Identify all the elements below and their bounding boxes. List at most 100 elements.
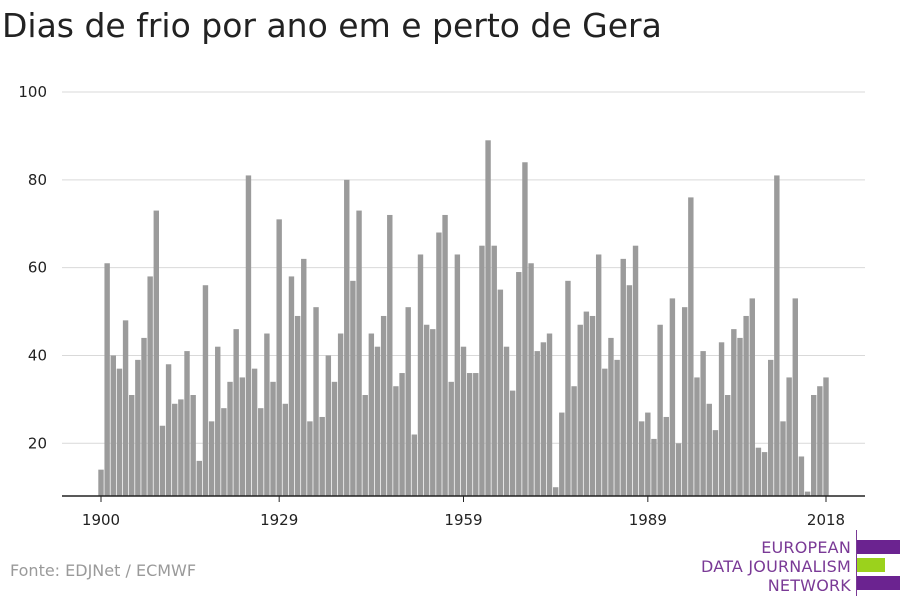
y-tick-label-100: 100	[18, 83, 47, 101]
bar-1942	[356, 210, 362, 496]
bar-1916	[196, 460, 203, 496]
bar-1990	[651, 438, 657, 496]
bar-1923	[239, 377, 246, 496]
bar-2018	[823, 377, 829, 496]
bar-1940	[344, 179, 350, 496]
bar-1951	[411, 434, 418, 496]
bar-2013	[792, 298, 798, 496]
bar-1930	[282, 403, 289, 496]
bar-1993	[669, 298, 676, 496]
source-note: Fonte: EDJNet / ECMWF	[10, 561, 197, 580]
bar-1938	[331, 381, 338, 496]
bar-1957	[448, 381, 454, 496]
bar-1910	[159, 425, 166, 496]
bar-1981	[595, 254, 602, 496]
bar-1979	[583, 311, 590, 496]
bar-1988	[638, 421, 645, 496]
bar-1955	[436, 232, 442, 496]
chart-title: Dias de frio por ano em e perto de Gera	[2, 6, 662, 45]
logo-bar-purple-bottom	[857, 576, 900, 590]
bar-2004	[737, 337, 743, 496]
x-tick-label-2018: 2018	[807, 511, 845, 529]
bar-1900	[98, 469, 104, 496]
bar-1975	[559, 412, 565, 496]
bar-1933	[301, 258, 307, 496]
bar-1946	[380, 315, 387, 496]
bar-2011	[780, 421, 786, 496]
bar-1987	[632, 245, 639, 496]
bar-1914	[184, 351, 190, 496]
bar-1934	[307, 421, 313, 496]
bar-1918	[208, 421, 215, 496]
x-tick-labels: 1900 1929 1959 1989 2018	[82, 511, 845, 529]
bar-1926	[258, 408, 264, 496]
bar-1905	[129, 395, 135, 496]
bar-1911	[165, 364, 172, 496]
bar-1954	[430, 329, 436, 496]
bar-1961	[473, 373, 479, 496]
bar-1984	[614, 359, 620, 496]
bar-1909	[153, 210, 159, 496]
bar-1949	[399, 373, 405, 496]
y-tick-label-20: 20	[28, 434, 47, 452]
bar-1907	[141, 337, 147, 496]
bar-1995	[681, 307, 688, 496]
bar-1977	[571, 386, 577, 496]
bar-1994	[675, 443, 682, 496]
bar-1973	[546, 333, 553, 496]
bar-1917	[202, 285, 209, 496]
bar-1915	[190, 395, 196, 496]
bar-1968	[516, 272, 522, 496]
logo-line-1: EUROPEAN	[761, 538, 851, 557]
bar-1944	[368, 333, 375, 496]
bar-1906	[135, 359, 141, 496]
bar-1902	[110, 355, 116, 496]
bar-1943	[362, 395, 368, 496]
bar-1929	[276, 219, 282, 496]
bar-2006	[749, 298, 755, 496]
bar-1924	[245, 175, 252, 496]
bar-1925	[251, 368, 258, 496]
logo-line-2: DATA JOURNALISM	[701, 557, 851, 576]
bars	[98, 140, 829, 497]
bar-1976	[565, 280, 571, 496]
x-tick-label-1929: 1929	[260, 511, 298, 529]
bar-1908	[147, 276, 153, 496]
logo-line-3: NETWORK	[767, 576, 851, 595]
logo-bar-green	[857, 558, 885, 572]
bar-1913	[178, 399, 184, 496]
bar-1963	[485, 140, 491, 497]
bar-1928	[270, 381, 276, 496]
bar-2014	[798, 456, 805, 496]
bar-1991	[657, 324, 663, 496]
bar-1996	[688, 197, 694, 496]
bar-2003	[731, 329, 737, 496]
bar-1971	[534, 351, 540, 496]
bar-1967	[509, 390, 516, 496]
bar-1922	[233, 329, 239, 496]
bar-1998	[700, 351, 706, 496]
bar-2005	[743, 315, 749, 496]
bar-1964	[491, 245, 497, 496]
logo-bar-purple-top	[857, 540, 900, 554]
y-tick-label-80: 80	[28, 171, 47, 189]
bar-1932	[294, 315, 301, 496]
bar-1989	[645, 412, 651, 496]
bar-1956	[442, 214, 448, 496]
bar-1980	[589, 315, 596, 496]
bar-1948	[393, 386, 399, 496]
bar-1972	[540, 342, 547, 496]
bar-1986	[626, 285, 633, 496]
bar-1958	[454, 254, 461, 496]
bar-1978	[577, 324, 583, 496]
bar-2017	[817, 386, 823, 496]
bar-1950	[405, 307, 411, 496]
bar-1947	[387, 214, 393, 496]
x-tick-label-1989: 1989	[629, 511, 667, 529]
bar-1970	[528, 263, 534, 496]
y-tick-label-60: 60	[28, 259, 47, 277]
bar-1982	[602, 368, 608, 496]
bar-1962	[479, 245, 485, 496]
bar-2000	[712, 430, 719, 496]
